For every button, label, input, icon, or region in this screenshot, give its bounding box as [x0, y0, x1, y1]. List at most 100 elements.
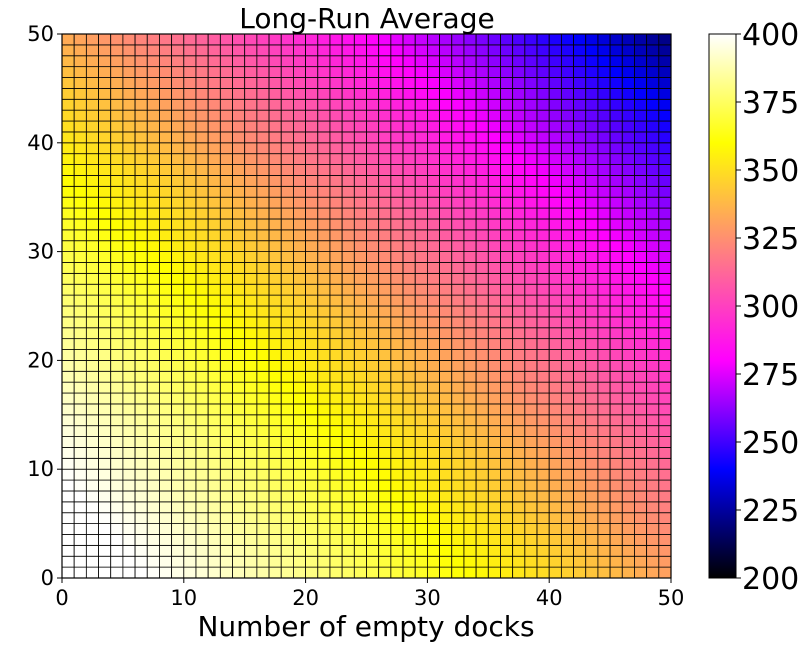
heatmap-cell — [548, 218, 562, 231]
heatmap-cell — [609, 109, 623, 122]
heatmap-cell — [317, 33, 331, 46]
heatmap-cell — [487, 142, 501, 155]
heatmap-cell — [85, 436, 99, 448]
heatmap-cell — [146, 403, 160, 416]
heatmap-cell — [329, 272, 343, 285]
x-tick-label: 40 — [536, 586, 563, 610]
heatmap-cell — [207, 44, 221, 57]
heatmap-cell — [341, 359, 355, 372]
heatmap-cell — [61, 175, 75, 187]
heatmap-cell — [280, 153, 294, 165]
colorbar — [708, 33, 737, 579]
heatmap-cell — [305, 251, 319, 263]
heatmap-cell — [500, 131, 514, 144]
heatmap-cell — [500, 447, 514, 459]
heatmap-cell — [134, 153, 148, 165]
heatmap-cell — [353, 229, 367, 242]
heatmap-cell — [73, 131, 87, 144]
heatmap-cell — [293, 501, 307, 514]
heatmap-cell — [110, 131, 124, 144]
heatmap-cell — [98, 512, 112, 524]
heatmap-cell — [536, 381, 550, 394]
heatmap-cell — [426, 359, 440, 372]
heatmap-cell — [439, 66, 453, 78]
heatmap-cell — [500, 251, 514, 263]
heatmap-cell — [597, 523, 611, 535]
heatmap-cell — [268, 447, 282, 459]
heatmap-cell — [634, 512, 648, 524]
heatmap-cell — [219, 131, 233, 144]
heatmap-cell — [500, 316, 514, 329]
heatmap-cell — [98, 77, 112, 89]
heatmap-cell — [134, 33, 148, 46]
heatmap-cell — [621, 272, 635, 285]
heatmap-cell — [110, 44, 124, 57]
heatmap-cell — [98, 403, 112, 416]
heatmap-cell — [560, 272, 574, 285]
heatmap-cell — [451, 240, 465, 253]
heatmap-cell — [536, 436, 550, 448]
heatmap-cell — [280, 109, 294, 122]
heatmap-cell — [439, 468, 453, 481]
heatmap-cell — [585, 142, 599, 155]
heatmap-cell — [585, 272, 599, 285]
heatmap-cell — [390, 512, 404, 524]
heatmap-cell — [414, 403, 428, 416]
heatmap-cell — [451, 370, 465, 383]
heatmap-cell — [122, 262, 136, 274]
heatmap-cell — [500, 523, 514, 535]
heatmap-cell — [658, 207, 672, 220]
heatmap-cell — [305, 294, 319, 307]
heatmap-cell — [366, 131, 380, 144]
heatmap-cell — [366, 66, 380, 78]
heatmap-cell — [487, 555, 501, 568]
heatmap-cell — [159, 566, 173, 579]
heatmap-cell — [146, 381, 160, 394]
heatmap-cell — [159, 370, 173, 383]
heatmap-cell — [280, 272, 294, 285]
heatmap-cell — [171, 66, 185, 78]
heatmap-cell — [475, 501, 489, 514]
heatmap-cell — [426, 523, 440, 535]
heatmap-cell — [524, 283, 538, 296]
heatmap-cell — [207, 381, 221, 394]
heatmap-cell — [122, 370, 136, 383]
heatmap-cell — [195, 88, 209, 100]
colorbar-tick-label: 375 — [742, 86, 799, 121]
heatmap-cell — [341, 566, 355, 579]
heatmap-cell — [353, 240, 367, 253]
heatmap-cell — [487, 490, 501, 503]
heatmap-cell — [658, 120, 672, 133]
heatmap-cell — [378, 131, 392, 144]
heatmap-cell — [268, 338, 282, 350]
heatmap-cell — [305, 338, 319, 350]
heatmap-cell — [73, 207, 87, 220]
heatmap-cell — [524, 327, 538, 340]
heatmap-cell — [85, 523, 99, 535]
heatmap-cell — [439, 251, 453, 263]
heatmap-cell — [256, 185, 270, 198]
heatmap-cell — [159, 294, 173, 307]
heatmap-cell — [402, 218, 416, 231]
heatmap-cell — [98, 501, 112, 514]
heatmap-cell — [353, 534, 367, 546]
heatmap-cell — [451, 66, 465, 78]
heatmap-cell — [256, 55, 270, 68]
heatmap-cell — [134, 196, 148, 209]
heatmap-cell — [378, 185, 392, 198]
heatmap-cell — [378, 164, 392, 176]
heatmap-cell — [195, 359, 209, 372]
heatmap-cell — [487, 294, 501, 307]
heatmap-cell — [426, 544, 440, 557]
heatmap-cell — [548, 98, 562, 111]
heatmap-cell — [232, 66, 246, 78]
heatmap-cell — [585, 316, 599, 329]
heatmap-cell — [146, 555, 160, 568]
heatmap-cell — [658, 555, 672, 568]
heatmap-cell — [98, 327, 112, 340]
heatmap-cell — [219, 229, 233, 242]
heatmap-cell — [366, 98, 380, 111]
heatmap-cell — [122, 272, 136, 285]
heatmap-cell — [256, 272, 270, 285]
heatmap-cell — [475, 479, 489, 492]
